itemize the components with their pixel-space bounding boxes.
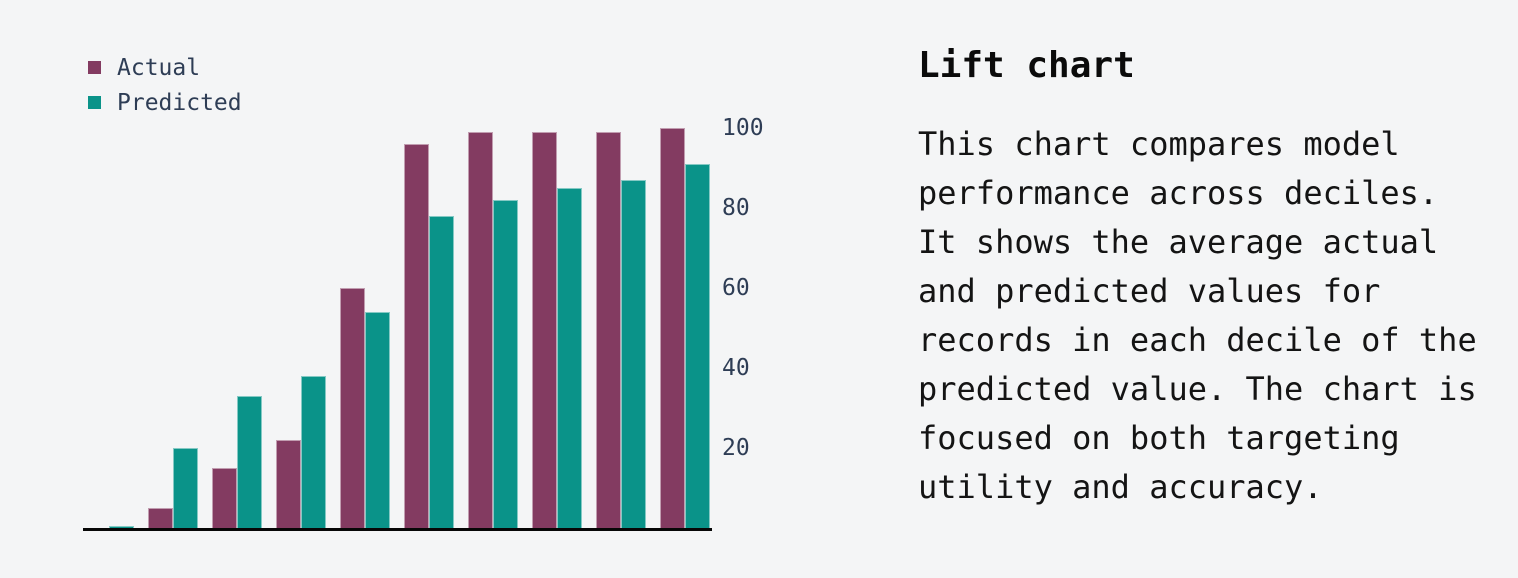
bar-actual-decile-2 (148, 508, 173, 528)
bar-predicted-decile-5 (365, 312, 390, 528)
legend-swatch-actual (88, 61, 101, 74)
legend-label: Predicted (117, 89, 242, 116)
bar-predicted-decile-8 (557, 188, 582, 528)
bar-predicted-decile-10 (685, 164, 710, 528)
bar-predicted-decile-3 (237, 396, 262, 528)
bar-actual-decile-8 (532, 132, 557, 528)
bar-actual-decile-6 (404, 144, 429, 528)
bar-actual-decile-10 (660, 128, 685, 528)
bar-group-decile-5 (340, 128, 390, 528)
y-axis-tick-label: 60 (722, 275, 750, 301)
bar-group-decile-6 (404, 128, 454, 528)
bar-group-decile-7 (468, 128, 518, 528)
bar-actual-decile-9 (596, 132, 621, 528)
bar-predicted-decile-2 (173, 448, 198, 528)
panel-title: Lift chart (918, 45, 1135, 86)
bar-group-decile-3 (212, 128, 262, 528)
chart-legend: Actual Predicted (88, 54, 242, 124)
bar-group-decile-9 (596, 128, 646, 528)
bar-group-decile-2 (148, 128, 198, 528)
legend-swatch-predicted (88, 96, 101, 109)
y-axis-tick-label: 20 (722, 435, 750, 461)
bar-group-decile-1 (84, 128, 134, 528)
y-axis-tick-label: 40 (722, 355, 750, 381)
bar-group-decile-8 (532, 128, 582, 528)
bar-predicted-decile-6 (429, 216, 454, 528)
y-axis-tick-label: 80 (722, 195, 750, 221)
bar-actual-decile-7 (468, 132, 493, 528)
legend-item: Actual (88, 54, 242, 81)
bar-group-decile-4 (276, 128, 326, 528)
description-panel: Lift chart This chart compares model per… (918, 46, 1484, 512)
bar-predicted-decile-1 (109, 526, 134, 528)
bar-actual-decile-3 (212, 468, 237, 528)
bar-actual-decile-5 (340, 288, 365, 528)
y-axis-tick-label: 100 (722, 115, 764, 141)
panel-description: This chart compares model performance ac… (918, 125, 1477, 506)
legend-item: Predicted (88, 89, 242, 116)
bar-predicted-decile-7 (493, 200, 518, 528)
bar-group-decile-10 (660, 128, 710, 528)
bar-actual-decile-4 (276, 440, 301, 528)
lift-chart-plot (84, 128, 710, 528)
bar-predicted-decile-9 (621, 180, 646, 528)
bar-predicted-decile-4 (301, 376, 326, 528)
x-axis-line (83, 528, 712, 531)
legend-label: Actual (117, 54, 201, 81)
